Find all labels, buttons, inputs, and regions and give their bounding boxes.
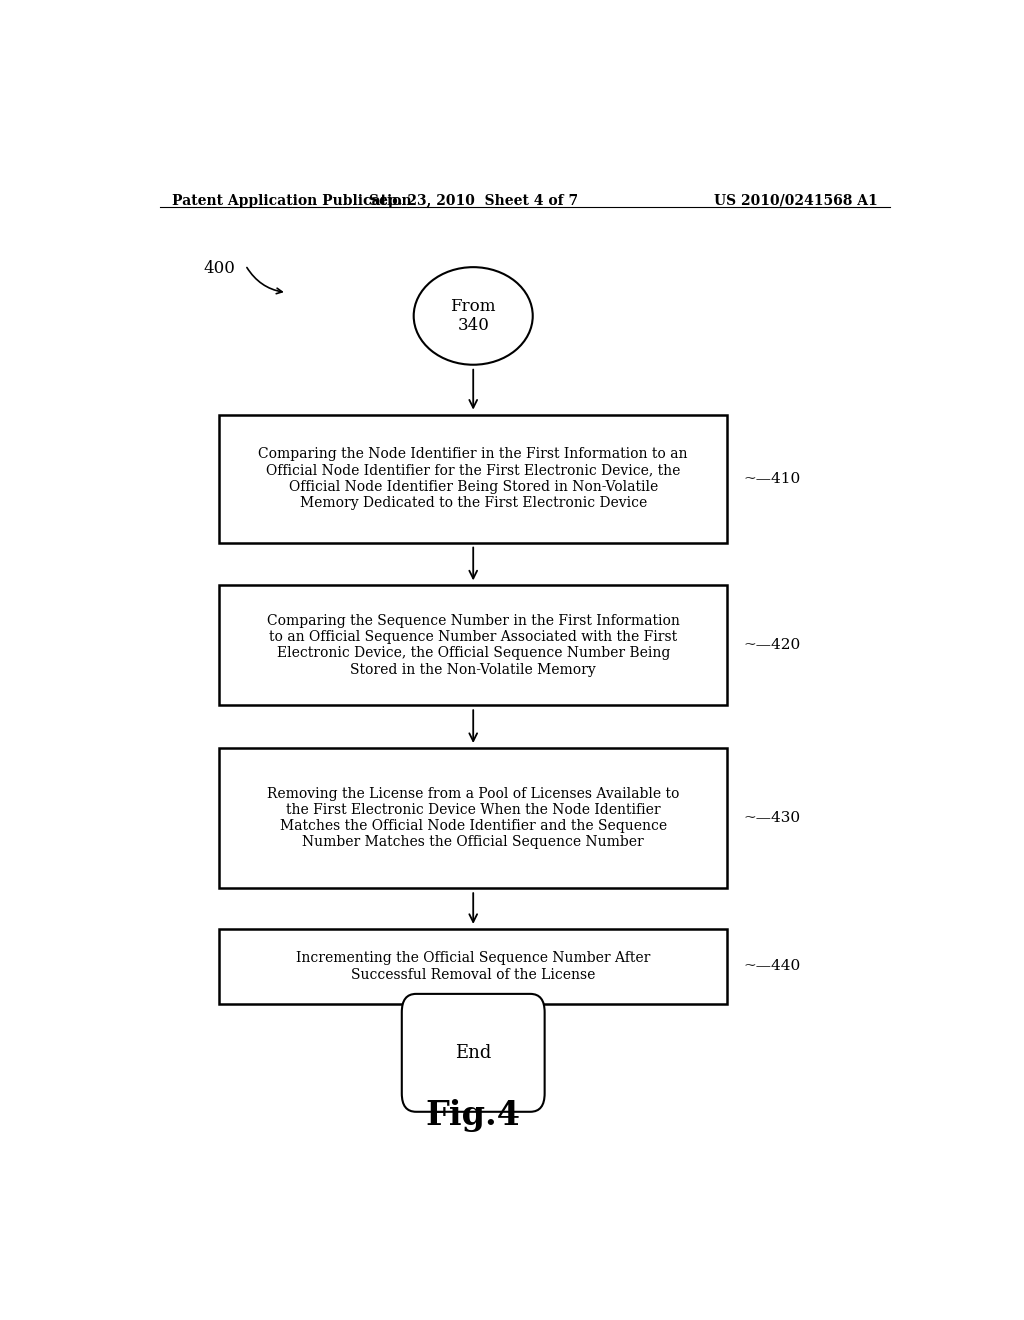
Text: Removing the License from a Pool of Licenses Available to
the First Electronic D: Removing the License from a Pool of Lice… <box>267 787 679 849</box>
FancyBboxPatch shape <box>401 994 545 1111</box>
Bar <box>219 748 727 888</box>
Bar <box>219 414 727 543</box>
Text: 400: 400 <box>204 260 236 277</box>
Text: End: End <box>455 1044 492 1061</box>
Text: ~—430: ~—430 <box>743 810 800 825</box>
Text: Comparing the Sequence Number in the First Information
to an Official Sequence N: Comparing the Sequence Number in the Fir… <box>267 614 680 677</box>
Text: Incrementing the Official Sequence Number After
Successful Removal of the Licens: Incrementing the Official Sequence Numbe… <box>296 952 650 982</box>
Text: ~—420: ~—420 <box>743 639 801 652</box>
Text: Sep. 23, 2010  Sheet 4 of 7: Sep. 23, 2010 Sheet 4 of 7 <box>369 194 578 209</box>
Text: Patent Application Publication: Patent Application Publication <box>172 194 412 209</box>
Bar <box>219 585 727 705</box>
Text: ~—440: ~—440 <box>743 960 801 973</box>
Text: From
340: From 340 <box>451 297 496 334</box>
Bar <box>219 929 727 1005</box>
Text: Comparing the Node Identifier in the First Information to an
Official Node Ident: Comparing the Node Identifier in the Fir… <box>258 447 688 510</box>
Text: Fig.4: Fig.4 <box>426 1100 521 1133</box>
Text: US 2010/0241568 A1: US 2010/0241568 A1 <box>714 194 878 209</box>
Ellipse shape <box>414 267 532 364</box>
Text: ~—410: ~—410 <box>743 471 801 486</box>
